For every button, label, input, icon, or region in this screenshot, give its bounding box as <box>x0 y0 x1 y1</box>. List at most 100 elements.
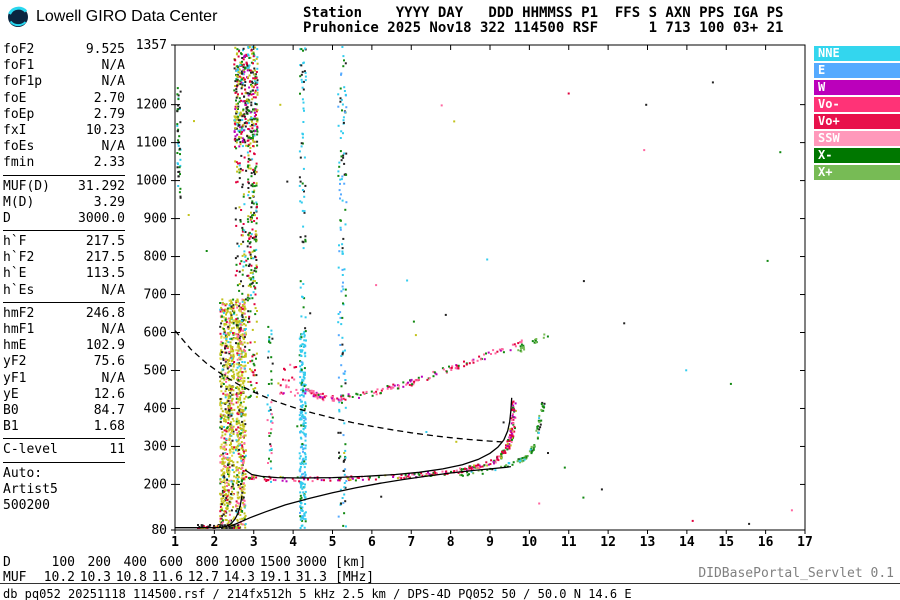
param-name: fmin <box>3 155 35 171</box>
param-value: 75.6 <box>93 354 125 370</box>
x-tick-label: 11 <box>561 535 577 550</box>
giro-logo: Lowell GIRO Data Center <box>6 5 217 29</box>
param-value: 217.5 <box>85 234 125 250</box>
param-row-D: D 3000.0 <box>3 211 125 227</box>
param-name: hmF2 <box>3 305 35 321</box>
param-name: B0 <box>3 402 19 418</box>
legend-item-NNE: NNE <box>814 46 900 61</box>
param-divider <box>3 438 125 440</box>
distance-row-cell: 400 <box>123 555 147 570</box>
param-row-hmE: hmE 102.9 <box>3 338 125 354</box>
x-tick-label: 1 <box>171 535 179 550</box>
y-tick-label: 1357 <box>136 38 167 53</box>
param-row-M(D): M(D) 3.29 <box>3 195 125 211</box>
legend-item-W: W <box>814 80 900 95</box>
legend-item-X+: X+ <box>814 165 900 180</box>
x-tick-label: 16 <box>758 535 774 550</box>
param-row-h`F2: h`F2 217.5 <box>3 250 125 266</box>
auto-label: Auto: <box>3 465 43 481</box>
x-tick-label: 17 <box>797 535 813 550</box>
param-row-yF2: yF2 75.6 <box>3 354 125 370</box>
param-name: h`E <box>3 266 27 282</box>
legend-item-Vo-: Vo- <box>814 97 900 112</box>
x-tick-label: 12 <box>600 535 616 550</box>
param-value: 1.68 <box>93 419 125 435</box>
y-tick-label: 800 <box>144 250 167 265</box>
param-name: MUF(D) <box>3 178 50 194</box>
distance-row: D 100 200 400 600 800 1000 1500 3000 [km] <box>3 555 374 570</box>
auto-label: Artist5 <box>3 481 58 497</box>
param-name: fxI <box>3 122 27 138</box>
param-value: 12.6 <box>93 386 125 402</box>
distance-row-label: D <box>3 555 11 570</box>
muf-transmission-curve <box>174 330 502 443</box>
param-row-hmF2: hmF2 246.8 <box>3 306 125 322</box>
param-value: 9.525 <box>85 42 125 57</box>
param-row-MUF(D): MUF(D) 31.292 <box>3 179 125 195</box>
param-value: 113.5 <box>85 266 125 282</box>
x-tick-label: 10 <box>522 535 538 550</box>
param-row-h`E: h`E 113.5 <box>3 266 125 282</box>
distance-row-cell: 600 <box>159 555 183 570</box>
distance-row-cell: 100 <box>51 555 75 570</box>
giro-logo-icon <box>6 5 30 29</box>
param-row-foE: foE 2.70 <box>3 91 125 107</box>
param-name: M(D) <box>3 194 35 210</box>
y-tick-label: 200 <box>144 477 167 492</box>
x-tick-label: 14 <box>679 535 695 550</box>
y-tick-label: 1100 <box>136 136 167 151</box>
param-row-foEs: foEs N/A <box>3 139 125 155</box>
param-row-foF1p: foF1p N/A <box>3 74 125 90</box>
param-name: B1 <box>3 419 19 435</box>
y-tick-label: 500 <box>144 363 167 378</box>
distance-row-cell: 200 <box>87 555 111 570</box>
distance-row-cell: 1500 <box>259 555 291 570</box>
param-value: 2.70 <box>93 90 125 106</box>
y-tick-label: 400 <box>144 401 167 416</box>
station-header: Station YYYY DAY DDD HHMMSS P1 FFS S AXN… <box>303 6 783 36</box>
f-trace-fit <box>244 397 513 479</box>
distance-muf-table: D 100 200 400 600 800 1000 1500 3000 [km] MUF 10.2 1… <box>3 555 374 585</box>
distance-row-cell: 1000 <box>223 555 255 570</box>
parameter-panel: foF2 9.525 foF1 N/A foF1p N/A foE 2.70 foEp 2.79 f… <box>3 42 125 514</box>
status-line: db pq052 20251118 114500.rsf / 214fx512h… <box>3 587 632 600</box>
muf-row: MUF 10.2 10.3 10.8 11.6 12.7 14.3 19.1 31.3 [MHz] <box>3 570 374 585</box>
param-name: h`F2 <box>3 250 35 266</box>
muf-row-unit: [MHz] <box>335 570 375 585</box>
param-row-B1: B1 1.68 <box>3 419 125 435</box>
param-row-fmin: fmin 2.33 <box>3 155 125 171</box>
muf-row-cell: 10.2 <box>43 570 75 585</box>
y-tick-label: 1000 <box>136 174 167 189</box>
servlet-version: DIDBasePortal_Servlet 0.1 <box>698 566 894 581</box>
param-value: 11 <box>109 442 125 458</box>
distance-row-unit: [km] <box>335 555 367 570</box>
param-name: foF1 <box>3 58 35 74</box>
param-row-h`F: h`F 217.5 <box>3 234 125 250</box>
x-tick-label: 2 <box>210 535 218 550</box>
muf-row-cell: 31.3 <box>295 570 327 585</box>
x-tick-label: 13 <box>640 535 656 550</box>
muf-row-cell: 10.3 <box>79 570 111 585</box>
param-name: h`F <box>3 234 27 250</box>
muf-row-cell: 11.6 <box>151 570 183 585</box>
x-tick-label: 7 <box>407 535 415 550</box>
y-tick-label: 80 <box>151 523 167 538</box>
giro-logo-text: Lowell GIRO Data Center <box>36 8 218 25</box>
distance-row-cell: 800 <box>195 555 219 570</box>
param-value: N/A <box>101 58 125 74</box>
param-name: hmE <box>3 338 27 354</box>
param-value: N/A <box>101 74 125 90</box>
param-value: 246.8 <box>85 305 125 321</box>
param-row-B0: B0 84.7 <box>3 403 125 419</box>
param-name: hmF1 <box>3 322 35 337</box>
param-row-hmF1: hmF1 N/A <box>3 322 125 338</box>
param-value: 217.5 <box>85 250 125 266</box>
param-name: yF1 <box>3 370 27 386</box>
legend-item-E: E <box>814 63 900 78</box>
param-divider <box>3 174 125 176</box>
auto-row: 500200 <box>3 498 125 514</box>
auto-row: Auto: <box>3 466 125 482</box>
param-value: N/A <box>101 370 125 386</box>
param-row-yE: yE 12.6 <box>3 387 125 403</box>
